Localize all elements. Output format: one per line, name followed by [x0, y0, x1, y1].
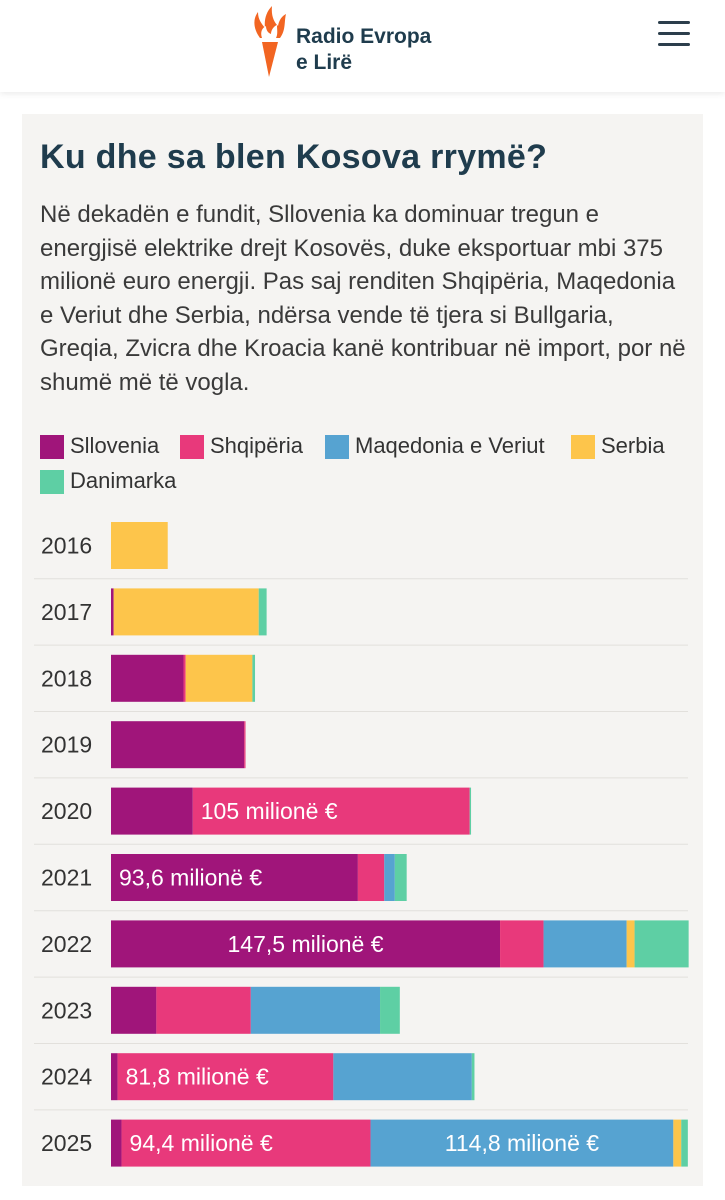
bar-segment: [111, 986, 157, 1034]
data-label: 147,5 milionë €: [228, 931, 384, 957]
bar-segment: [111, 522, 168, 569]
bar-segment: [117, 1053, 334, 1101]
y-tick-label: 2023: [41, 997, 92, 1023]
bar-segment: [113, 588, 259, 636]
chart-card: Ku dhe sa blen Kosova rrymë? Në dekadën …: [22, 114, 703, 1186]
legend-label: Danimarka: [70, 468, 177, 493]
bar-segment: [384, 854, 395, 901]
bar-segment: [634, 920, 689, 968]
data-label: 93,6 milionë €: [119, 865, 262, 891]
stacked-bar-chart: 2016 2017 2018 2019 2020 105 milionë € 2021 93,…: [34, 522, 689, 1167]
legend-label: Serbia: [601, 433, 665, 458]
bar-segment: [258, 588, 267, 636]
data-label: 105 milionë €: [201, 798, 338, 824]
legend-swatch: [571, 435, 595, 459]
bar-segment: [370, 1119, 674, 1167]
legend-swatch: [180, 435, 204, 459]
bar-segment: [183, 654, 186, 702]
bar-segment: [357, 854, 385, 901]
torch-icon: [254, 6, 286, 77]
bar-segment: [244, 721, 246, 769]
bar-segment: [471, 1053, 475, 1101]
bar-segment: [111, 1119, 122, 1167]
legend-label: Sllovenia: [70, 433, 160, 458]
bar-segment: [111, 854, 358, 901]
bar-segment: [111, 654, 184, 702]
y-tick-label: 2019: [41, 732, 92, 758]
chart-title: Ku dhe sa blen Kosova rrymë?: [40, 138, 548, 176]
bar-segment: [185, 654, 253, 702]
y-tick-label: 2021: [41, 865, 92, 891]
logo-text: Radio Evropa e Lirë: [296, 24, 431, 76]
bar-segment: [192, 787, 470, 835]
bar-segment: [121, 1119, 371, 1167]
bar-segment: [111, 721, 245, 769]
bar-segment: [543, 920, 627, 968]
bar-segment: [111, 920, 501, 968]
legend-swatch: [40, 470, 64, 494]
y-tick-label: 2025: [41, 1130, 92, 1156]
logo-line-1: Radio Evropa: [296, 25, 432, 48]
y-tick-label: 2024: [41, 1064, 92, 1090]
y-tick-label: 2018: [41, 665, 92, 691]
bar-segment: [681, 1119, 688, 1167]
legend-label: Shqipëria: [210, 433, 303, 458]
y-tick-label: 2022: [41, 931, 92, 957]
bar-segment: [333, 1053, 472, 1101]
hamburger-menu-icon[interactable]: [658, 18, 692, 48]
data-label: 114,8 milionë €: [445, 1130, 599, 1156]
bar-segment: [626, 920, 635, 968]
site-logo[interactable]: Radio Evropa e Lirë: [248, 4, 458, 78]
bar-segment: [111, 588, 114, 636]
data-label: 94,4 milionë €: [130, 1130, 273, 1156]
bar-segment: [252, 654, 256, 702]
bar-segment: [673, 1119, 682, 1167]
y-tick-label: 2020: [41, 798, 92, 824]
bar-segment: [250, 986, 381, 1034]
legend-label: Maqedonia e Veriut: [355, 433, 545, 458]
bar-segment: [469, 787, 472, 835]
bar-segment: [394, 854, 407, 901]
bar-segment: [111, 787, 193, 835]
bar-segment: [380, 986, 400, 1034]
y-tick-label: 2017: [41, 599, 92, 625]
bar-segment: [500, 920, 544, 968]
bar-segment: [111, 1053, 118, 1101]
logo-line-2: e Lirë: [296, 51, 353, 74]
data-label: 81,8 milionë €: [126, 1064, 269, 1090]
bar-segment: [156, 986, 251, 1034]
chart-subtitle: Në dekadën e fundit, Sllovenia ka dominu…: [40, 201, 686, 396]
y-tick-label: 2016: [41, 533, 92, 559]
legend-swatch: [40, 435, 64, 459]
legend-swatch: [325, 435, 349, 459]
site-header: Radio Evropa e Lirë: [0, 0, 725, 92]
